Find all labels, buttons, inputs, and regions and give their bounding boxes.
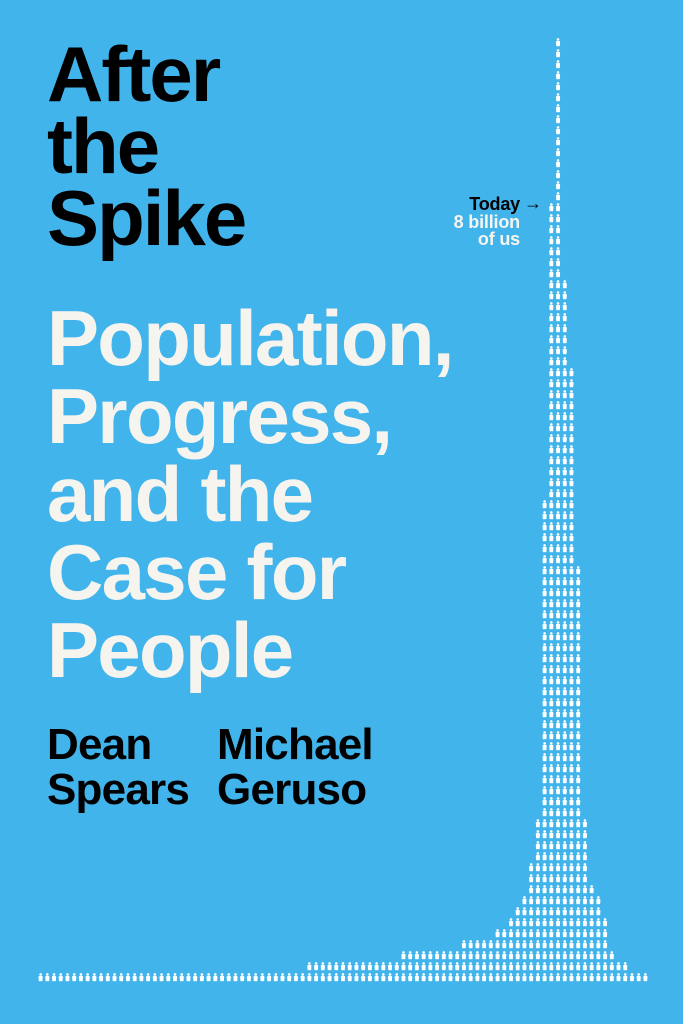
author-dean-spears: Dean Spears <box>47 720 190 814</box>
subtitle-line-3: and the <box>47 450 314 538</box>
right-arrow-icon: → <box>524 193 542 213</box>
subtitle-line-4: Case for <box>47 528 347 616</box>
subtitle-line-5: People <box>47 606 294 694</box>
author-first-name: Michael <box>217 720 374 769</box>
subtitle-line-1: Population, <box>47 294 454 382</box>
author-last-name: Geruso <box>217 765 367 814</box>
author-michael-geruso: Michael Geruso <box>217 720 374 814</box>
today-annotation: Today 8 billion of us <box>453 194 521 249</box>
subtitle-line-2: Progress, <box>47 372 393 460</box>
population-count-line1: 8 billion <box>453 211 521 232</box>
title-line-3: Spike <box>47 174 247 262</box>
book-title: After the Spike <box>47 30 247 262</box>
author-first-name: Dean <box>47 720 152 769</box>
today-label-text: Today <box>469 194 520 214</box>
book-subtitle: Population, Progress, and the Case for P… <box>47 294 454 694</box>
title-line-2: the <box>47 102 160 190</box>
authors: Dean Spears Michael Geruso <box>47 720 374 814</box>
author-last-name: Spears <box>47 765 190 814</box>
population-count-line2: of us <box>477 229 520 249</box>
title-line-1: After <box>47 30 221 118</box>
